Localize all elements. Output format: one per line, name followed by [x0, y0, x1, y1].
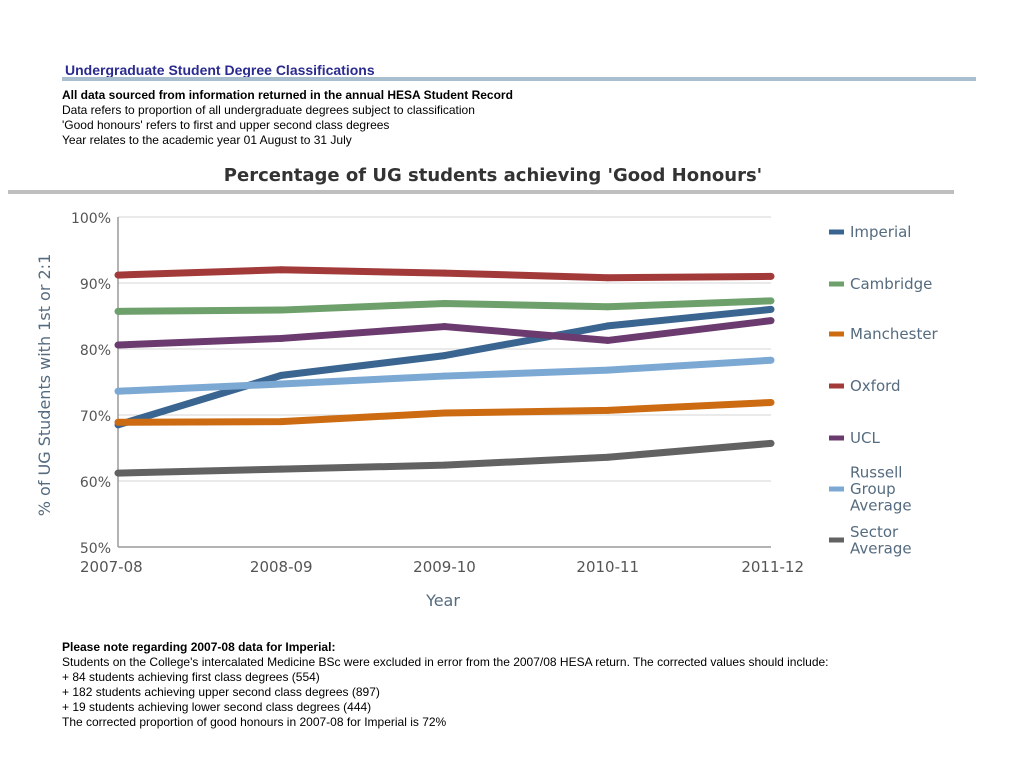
title-divider — [62, 77, 976, 81]
data-point — [277, 306, 285, 314]
intro-definition-line: 'Good honours' refers to first and upper… — [62, 118, 390, 132]
chart-grid — [118, 216, 771, 482]
good-honours-chart: Percentage of UG students achieving 'Goo… — [8, 165, 954, 610]
data-point — [767, 297, 775, 305]
data-point — [277, 334, 285, 342]
legend-label: Russell Group Average — [850, 464, 912, 515]
data-point — [767, 317, 775, 325]
legend-label-line: Group — [850, 480, 896, 498]
x-axis-ticks: 2007-08 2008-09 2009-10 2010-11 2011-12 — [80, 558, 804, 576]
y-axis-label: % of UG Students with 1st or 2:1 — [35, 254, 54, 517]
intro-source-line: All data sourced from information return… — [62, 88, 513, 102]
data-point — [604, 336, 612, 344]
legend-label-line: Average — [850, 539, 912, 557]
data-point — [277, 371, 285, 379]
legend-label-line: Sector — [850, 523, 899, 541]
data-point — [441, 269, 448, 277]
x-tick-label: 2010-11 — [576, 558, 639, 576]
legend-label: Oxford — [850, 377, 901, 395]
page-title: Undergraduate Student Degree Classificat… — [65, 62, 375, 78]
imperial-data-note: Please note regarding 2007-08 data for I… — [62, 640, 829, 730]
data-point — [604, 303, 612, 311]
data-point — [767, 439, 775, 447]
chart-legend: Imperial Cambridge Manchester Oxford UCL Russ… — [829, 223, 939, 557]
data-point — [114, 469, 122, 477]
note-line: + 182 students achieving upper second cl… — [62, 685, 380, 699]
y-tick-label: 100% — [71, 211, 111, 227]
y-axis-ticks: 50% 60% 70% 80% 90% 100% — [71, 211, 111, 557]
x-tick-label: 2009-10 — [413, 558, 476, 576]
data-point — [441, 323, 448, 331]
chart-series — [114, 266, 775, 477]
data-point — [277, 465, 285, 473]
data-point — [767, 398, 775, 406]
chart-title: Percentage of UG students achieving 'Goo… — [224, 165, 762, 186]
data-point — [767, 305, 775, 313]
data-point — [277, 266, 285, 274]
x-tick-label: 2007-08 — [80, 558, 143, 576]
note-line: + 19 students achieving lower second cla… — [62, 700, 372, 714]
data-point — [114, 387, 122, 395]
data-point — [604, 406, 612, 414]
data-point — [277, 380, 285, 388]
x-axis-label: Year — [425, 591, 460, 610]
legend-label: Imperial — [850, 223, 911, 241]
y-tick-label: 60% — [80, 475, 111, 491]
intro-text: All data sourced from information return… — [62, 88, 513, 148]
legend-label: Manchester — [850, 325, 939, 343]
data-point — [114, 341, 122, 349]
note-heading: Please note regarding 2007-08 data for I… — [62, 640, 336, 654]
note-line: Students on the College's intercalated M… — [62, 655, 829, 669]
y-tick-label: 80% — [80, 343, 111, 359]
data-point — [767, 272, 775, 280]
x-tick-label: 2008-09 — [250, 558, 313, 576]
data-point — [114, 307, 122, 315]
intro-scope-line: Data refers to proportion of all undergr… — [62, 103, 475, 117]
data-point — [604, 366, 612, 374]
data-point — [441, 299, 448, 307]
y-tick-label: 90% — [80, 277, 111, 293]
data-point — [277, 418, 285, 426]
data-point — [604, 274, 612, 282]
data-point — [441, 461, 448, 469]
note-line: + 84 students achieving first class degr… — [62, 670, 320, 684]
legend-label: Sector Average — [850, 523, 912, 558]
data-point — [114, 271, 122, 279]
y-tick-label: 70% — [80, 409, 111, 425]
intro-year-line: Year relates to the academic year 01 Aug… — [62, 133, 352, 147]
x-tick-label: 2011-12 — [741, 558, 804, 576]
y-tick-label: 50% — [80, 541, 111, 557]
legend-label-line: Russell — [850, 464, 902, 482]
data-point — [114, 418, 122, 426]
legend-label-line: Average — [850, 497, 912, 515]
data-point — [767, 356, 775, 364]
data-point — [441, 352, 448, 360]
legend-label: UCL — [850, 429, 880, 447]
data-point — [604, 453, 612, 461]
data-point — [604, 322, 612, 330]
data-point — [441, 409, 448, 417]
legend-label: Cambridge — [850, 275, 932, 293]
chart-title-rule — [8, 190, 954, 194]
note-line: The corrected proportion of good honours… — [62, 715, 447, 729]
data-point — [441, 372, 448, 380]
